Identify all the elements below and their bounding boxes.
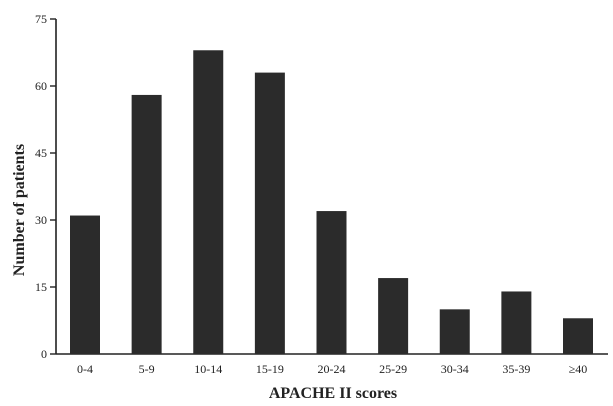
bar-3 [254,72,285,354]
y-axis-label: Number of patients [11,144,28,276]
x-ticks: 0-4 5-9 10-14 15-19 20-24 25-29 30-34 35-39 ≥40 [77,362,587,376]
y-tick-label-60: 60 [35,79,47,93]
y-tick-label-45: 45 [35,146,47,160]
x-tick-label-8: ≥40 [569,362,588,376]
bar-5 [378,278,409,354]
bar-6 [439,309,470,354]
x-tick-label-7: 35-39 [502,362,530,376]
y-tick-label-75: 75 [35,12,47,26]
bar-2 [193,50,224,355]
y-ticks: 0 15 30 45 60 75 [35,12,56,361]
x-tick-label-2: 10-14 [194,362,222,376]
y-tick-label-15: 15 [35,280,47,294]
y-tick-label-0: 0 [41,347,47,361]
bar-4 [316,211,347,354]
x-tick-label-3: 15-19 [256,362,284,376]
y-tick-label-30: 30 [35,213,47,227]
bar-7 [501,291,532,354]
x-tick-label-1: 5-9 [139,362,155,376]
x-tick-label-0: 0-4 [77,362,93,376]
x-tick-label-5: 25-29 [379,362,407,376]
x-tick-label-4: 20-24 [318,362,346,376]
x-tick-label-6: 30-34 [441,362,469,376]
bar-8 [563,318,593,354]
x-axis-label: APACHE II scores [269,385,397,402]
bar-0 [70,215,100,354]
bar-1 [131,94,162,354]
bars [70,50,593,355]
